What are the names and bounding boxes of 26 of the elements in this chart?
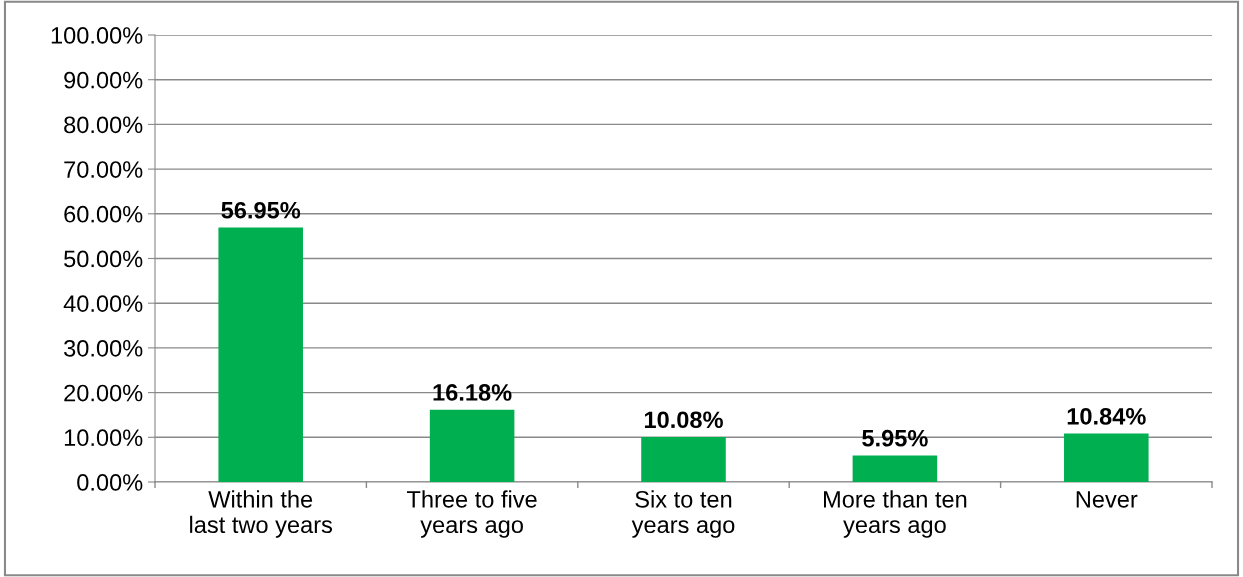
y-tick-label: 20.00% (64, 384, 143, 402)
y-tick-label: 0.00% (77, 474, 143, 491)
y-tick-label: 40.00% (63, 295, 143, 312)
x-tick-label: More than ten years ago (824, 490, 967, 538)
bar (429, 409, 515, 482)
y-tick-label: 10.00% (64, 429, 143, 447)
x-tick-label: Three to five years ago (407, 490, 537, 538)
x-tick-label: Within the last two years (190, 490, 333, 538)
data-label: 10.08% (644, 411, 723, 429)
y-tick-label: 100.00% (51, 27, 143, 44)
x-tick-label: Six to ten years ago (631, 490, 735, 538)
y-tick-label: 80.00% (64, 116, 143, 134)
bar (218, 227, 303, 482)
data-label: 16.18% (433, 384, 512, 401)
y-tick-label: 30.00% (64, 339, 143, 357)
bar (852, 455, 938, 482)
data-label: 56.95% (221, 201, 301, 219)
y-tick-label: 60.00% (64, 205, 143, 223)
y-tick-label: 90.00% (64, 71, 143, 89)
y-tick-label: 50.00% (64, 250, 143, 268)
bar (641, 436, 726, 482)
data-label: 10.84% (1067, 407, 1146, 425)
x-tick-label: Never (1076, 491, 1138, 508)
y-tick-label: 70.00% (64, 161, 143, 178)
bar (1064, 433, 1149, 482)
data-label: 5.95% (862, 429, 928, 447)
